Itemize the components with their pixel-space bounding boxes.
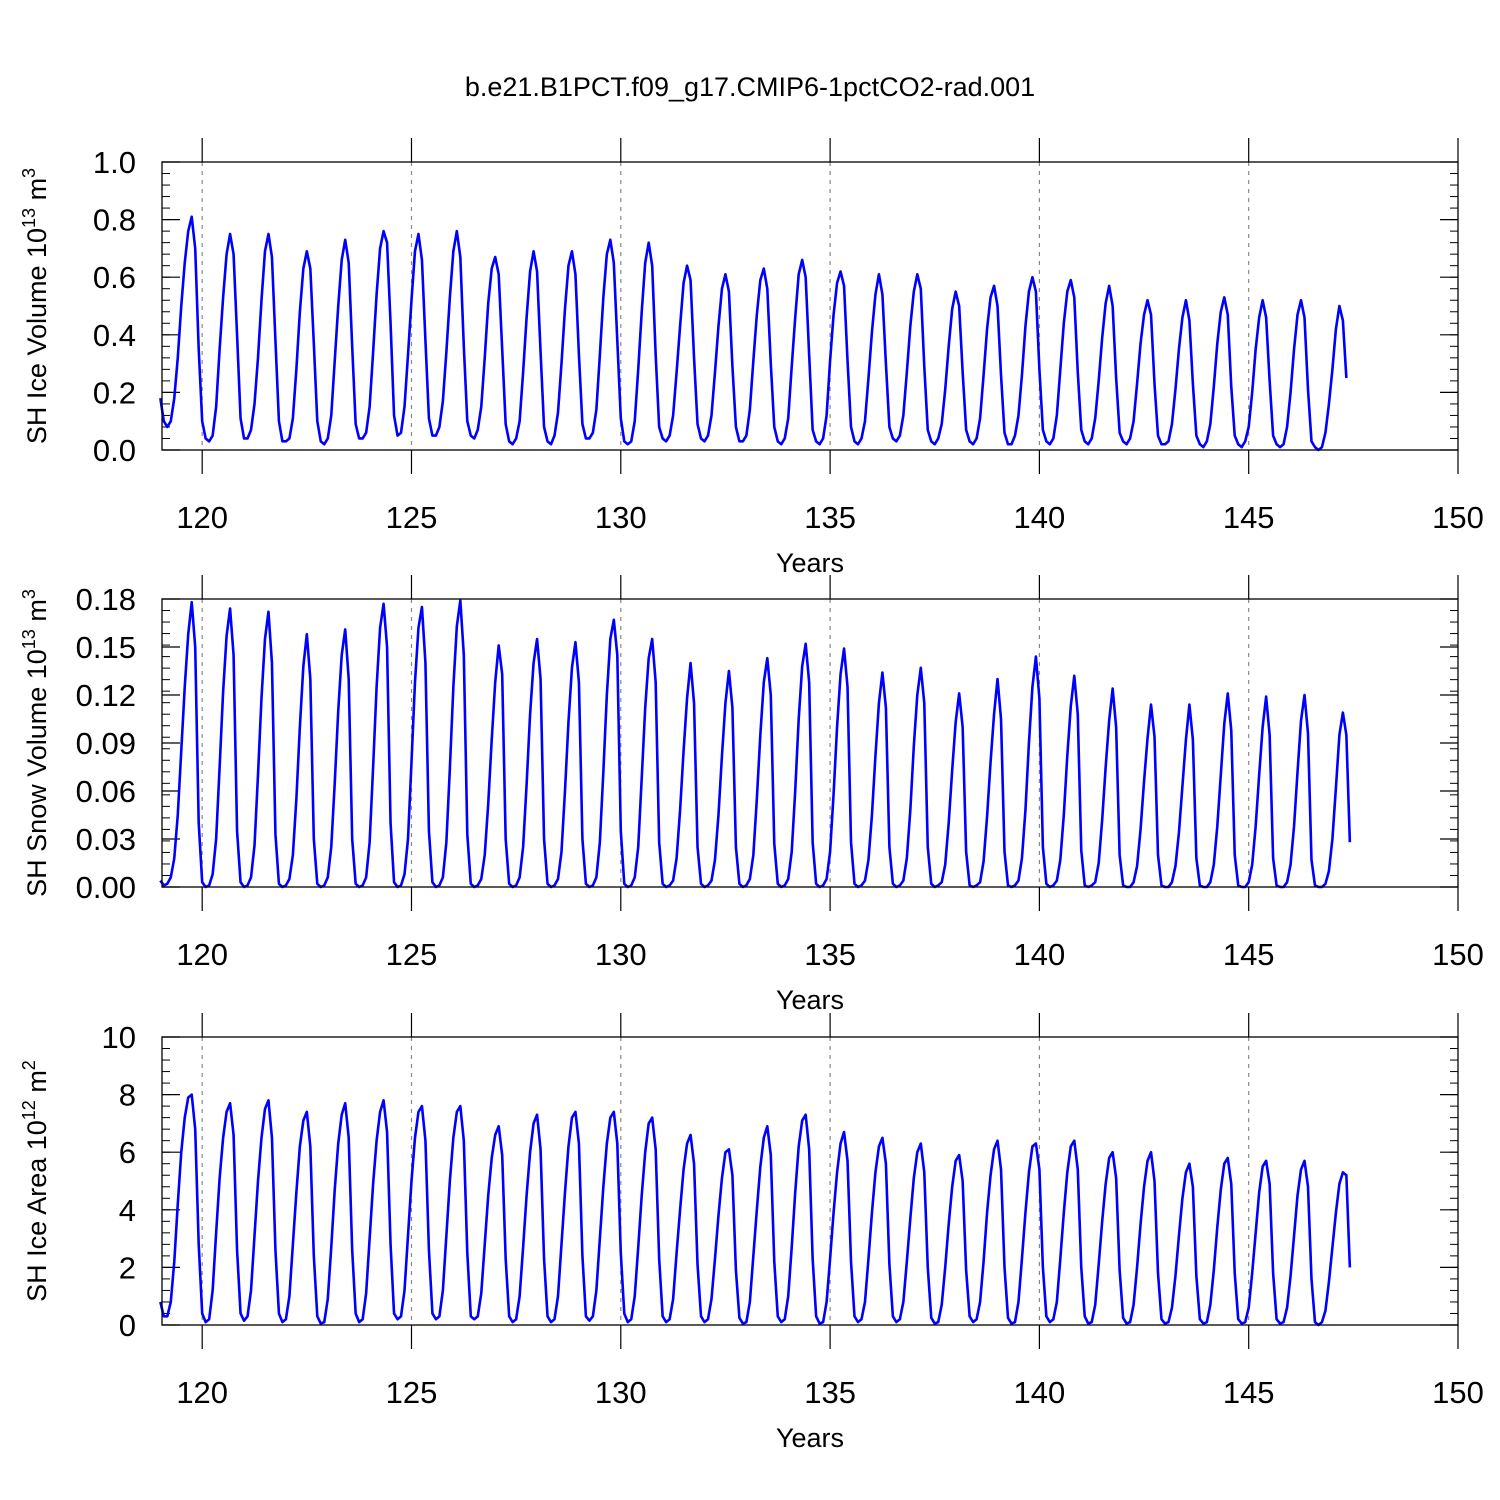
figure-title: b.e21.B1PCT.f09_g17.CMIP6-1pctCO2-rad.00… bbox=[464, 72, 1036, 102]
y-axis-title-unit-exponent: 2 bbox=[19, 1060, 39, 1070]
x-tick-label: 135 bbox=[804, 1375, 856, 1410]
y-tick-label: 0.6 bbox=[93, 260, 136, 295]
y-tick-label: 0.4 bbox=[93, 318, 136, 353]
plot-frame bbox=[161, 598, 1459, 888]
x-tick-label: 125 bbox=[386, 1375, 438, 1410]
y-tick-label: 6 bbox=[119, 1135, 136, 1170]
x-tick-label: 120 bbox=[176, 937, 228, 972]
y-axis-title-text: SH Snow Volume 10 bbox=[22, 649, 52, 897]
panel-2: 0.00 0.03 0.06 0.09 0.12 0.15 0.18 120 125 130 135… bbox=[19, 575, 1484, 1015]
y-axis-title: SH Ice Volume 1013 m3 bbox=[19, 168, 52, 444]
y-tick-label: 0.15 bbox=[76, 630, 136, 665]
x-tick-label: 120 bbox=[176, 1375, 228, 1410]
y-axis-title-exponent: 13 bbox=[19, 208, 39, 228]
x-tick-label: 150 bbox=[1432, 500, 1484, 535]
y-tick-label: 10 bbox=[102, 1020, 136, 1055]
y-tick-label: 0.0 bbox=[93, 433, 136, 468]
x-axis-title: Years bbox=[776, 1423, 844, 1453]
y-tick-label: 0.03 bbox=[76, 822, 136, 857]
x-tick-label: 150 bbox=[1432, 937, 1484, 972]
x-tick-label: 130 bbox=[595, 937, 647, 972]
panel-1: 0.0 0.2 0.4 0.6 0.8 1.0 120 125 130 135 140 145 150 Y… bbox=[19, 138, 1484, 578]
y-axis-title: SH Ice Area 1012 m2 bbox=[19, 1060, 52, 1302]
y-tick-label: 0.18 bbox=[76, 582, 136, 617]
y-axis-title-unit: m bbox=[22, 599, 52, 629]
x-tick-label: 130 bbox=[595, 1375, 647, 1410]
y-tick-label: 0.09 bbox=[76, 726, 136, 761]
x-tick-label: 145 bbox=[1223, 1375, 1275, 1410]
y-axis-title-unit-exponent: 3 bbox=[19, 589, 39, 599]
x-tick-label: 135 bbox=[804, 937, 856, 972]
y-tick-label: 0.8 bbox=[93, 203, 136, 238]
y-tick-label: 0.12 bbox=[76, 678, 136, 713]
x-axis-title: Years bbox=[776, 548, 844, 578]
x-axis-title: Years bbox=[776, 985, 844, 1015]
y-axis-title-text: SH Ice Volume 10 bbox=[22, 228, 52, 444]
x-tick-label: 140 bbox=[1014, 1375, 1066, 1410]
y-axis-title-unit: m bbox=[22, 178, 52, 208]
y-tick-label: 0.06 bbox=[76, 774, 136, 809]
y-axis-title-exponent: 12 bbox=[19, 1100, 39, 1120]
x-tick-label: 125 bbox=[386, 500, 438, 535]
series-line bbox=[159, 1093, 1352, 1327]
y-axis-title: SH Snow Volume 1013 m3 bbox=[19, 589, 52, 897]
x-tick-label: 120 bbox=[176, 500, 228, 535]
y-tick-label: 2 bbox=[119, 1250, 136, 1285]
y-axis-title-exponent: 13 bbox=[19, 629, 39, 649]
x-tick-label: 130 bbox=[595, 500, 647, 535]
series-line bbox=[159, 215, 1348, 452]
plot-frame bbox=[161, 161, 1459, 451]
x-tick-label: 145 bbox=[1223, 937, 1275, 972]
y-tick-label: 0 bbox=[119, 1308, 136, 1343]
y-axis-title-unit-exponent: 3 bbox=[19, 168, 39, 178]
y-tick-label: 1.0 bbox=[93, 145, 136, 180]
series-line bbox=[159, 599, 1352, 889]
panel-3: 0 2 4 6 8 10 120 125 130 135 140 145 150 Years SH Ice … bbox=[19, 1013, 1484, 1453]
plot-frame bbox=[161, 1036, 1459, 1326]
y-tick-label: 0.00 bbox=[76, 870, 136, 905]
x-tick-label: 145 bbox=[1223, 500, 1275, 535]
y-axis-title-unit: m bbox=[22, 1070, 52, 1100]
y-tick-label: 4 bbox=[119, 1193, 136, 1228]
x-tick-label: 140 bbox=[1014, 937, 1066, 972]
x-tick-label: 140 bbox=[1014, 500, 1066, 535]
x-tick-label: 125 bbox=[386, 937, 438, 972]
y-tick-label: 0.2 bbox=[93, 375, 136, 410]
y-axis-title-text: SH Ice Area 10 bbox=[22, 1120, 52, 1302]
x-tick-label: 150 bbox=[1432, 1375, 1484, 1410]
y-tick-label: 8 bbox=[119, 1078, 136, 1113]
x-tick-label: 135 bbox=[804, 500, 856, 535]
